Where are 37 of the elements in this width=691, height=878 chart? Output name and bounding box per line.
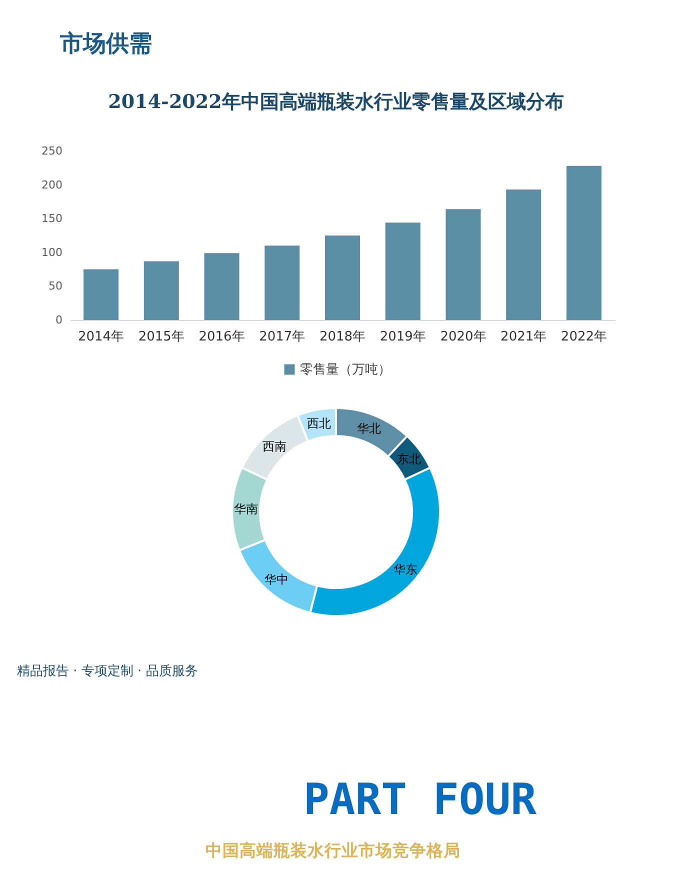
slice-label: 华北 — [357, 421, 382, 436]
bar — [264, 246, 300, 320]
y-tick-label: 0 — [56, 314, 62, 326]
slice-label: 西北 — [307, 416, 332, 431]
bar — [84, 269, 119, 320]
y-tick-label: 50 — [48, 280, 62, 293]
bar — [506, 190, 542, 320]
legend-label: 零售量（万吨） — [300, 362, 391, 378]
bar — [385, 222, 420, 320]
text: 中国高端瓶装水行业市场竞争格局 — [206, 841, 460, 860]
x-tick-label: 2014年 — [78, 330, 124, 344]
text: 市场供需 — [59, 30, 152, 57]
slice-label: 华南 — [234, 502, 258, 516]
bar — [324, 236, 360, 320]
slice-label: 华东 — [393, 562, 418, 576]
x-tick-label: 2019年 — [380, 330, 426, 344]
bar — [144, 261, 179, 320]
slice-label: 华中 — [264, 572, 288, 587]
bar — [566, 166, 602, 320]
y-tick-label: 150 — [42, 212, 62, 226]
y-tick-label: 100 — [42, 246, 62, 259]
text: 精品报告 · 专项定制 · 品质服务 — [17, 664, 198, 679]
y-tick-label: 200 — [42, 178, 62, 192]
x-tick-label: 2017年 — [259, 330, 306, 344]
x-tick-label: 2015年 — [138, 330, 184, 344]
bar — [446, 209, 481, 320]
x-tick-label: 2022年 — [560, 330, 608, 344]
text: PART FOUR — [304, 775, 537, 825]
x-tick-label: 2018年 — [319, 330, 366, 344]
y-tick-label: 250 — [42, 144, 62, 158]
slice-label: 东北 — [396, 452, 421, 466]
chart-title: 2014-2022年中国高端瓶装水行业零售量及区域分布 — [108, 91, 564, 113]
bar — [204, 253, 240, 320]
x-tick-label: 2021年 — [500, 330, 547, 344]
x-tick-label: 2016年 — [198, 330, 245, 344]
x-tick-label: 2020年 — [440, 330, 486, 344]
slice-label: 西南 — [262, 439, 286, 454]
